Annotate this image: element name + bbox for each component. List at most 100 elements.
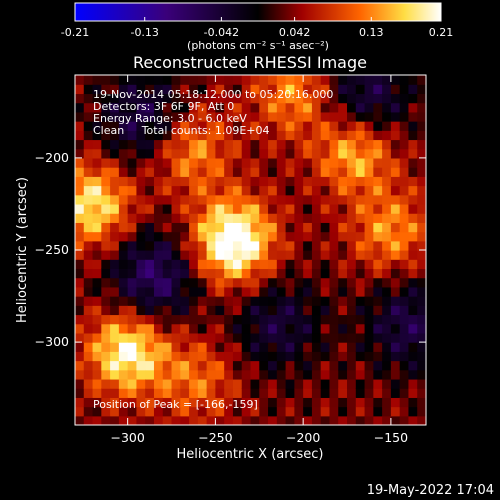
image-pixel <box>285 397 295 408</box>
image-pixel <box>338 176 348 187</box>
image-pixel <box>311 342 322 352</box>
image-pixel <box>136 121 146 131</box>
image-pixel <box>241 277 252 288</box>
image-pixel <box>259 397 269 408</box>
image-pixel <box>329 102 339 113</box>
image-pixel <box>311 121 322 131</box>
image-pixel <box>118 75 129 85</box>
image-pixel <box>347 286 357 297</box>
image-pixel <box>390 342 401 352</box>
image-pixel <box>285 121 295 131</box>
image-pixel <box>338 148 348 159</box>
image-pixel <box>110 268 120 279</box>
image-pixel <box>189 250 199 260</box>
image-pixel <box>180 406 190 417</box>
image-pixel <box>215 351 225 362</box>
image-pixel <box>250 378 260 389</box>
image-pixel <box>171 194 181 205</box>
image-pixel <box>417 84 426 95</box>
image-pixel <box>110 102 120 113</box>
image-pixel <box>83 93 94 104</box>
image-pixel <box>180 139 190 150</box>
image-pixel <box>250 286 260 297</box>
image-pixel <box>83 121 94 131</box>
image-pixel <box>162 139 173 150</box>
image-pixel <box>153 286 164 297</box>
image-pixel <box>294 323 304 334</box>
image-pixel <box>197 194 208 205</box>
image-pixel <box>136 93 146 104</box>
image-pixel <box>390 296 401 306</box>
image-pixel <box>215 84 225 95</box>
image-pixel <box>110 93 120 104</box>
image-pixel <box>347 222 357 233</box>
image-pixel <box>382 139 392 150</box>
image-pixel <box>303 157 313 168</box>
image-pixel <box>250 203 260 214</box>
image-pixel <box>276 176 287 187</box>
image-pixel <box>136 277 146 288</box>
image-pixel <box>276 139 287 150</box>
image-pixel <box>338 397 348 408</box>
image-pixel <box>329 268 339 279</box>
image-pixel <box>101 121 111 131</box>
image-pixel <box>189 314 199 325</box>
image-pixel <box>347 111 357 122</box>
image-pixel <box>250 397 260 408</box>
image-pixel <box>75 250 85 260</box>
image-pixel <box>390 351 401 362</box>
image-pixel <box>189 75 199 85</box>
image-pixel <box>145 75 155 85</box>
image-pixel <box>83 332 94 343</box>
image-pixel <box>215 148 225 159</box>
image-pixel <box>232 148 243 159</box>
image-pixel <box>153 130 164 141</box>
image-pixel <box>399 84 410 95</box>
image-pixel <box>364 203 374 214</box>
image-pixel <box>118 93 129 104</box>
image-pixel <box>224 185 234 196</box>
image-pixel <box>382 305 392 316</box>
image-pixel <box>373 111 383 122</box>
image-pixel <box>118 240 129 251</box>
image-pixel <box>232 111 243 122</box>
colorbar-tick-label: 0.21 <box>429 26 454 39</box>
image-pixel <box>285 130 295 141</box>
image-pixel <box>83 157 94 168</box>
image-pixel <box>171 130 181 141</box>
image-pixel <box>250 332 260 343</box>
image-pixel <box>206 111 216 122</box>
image-pixel <box>215 194 225 205</box>
image-pixel <box>294 93 304 104</box>
image-pixel <box>417 75 426 85</box>
image-pixel <box>241 351 252 362</box>
image-pixel <box>83 250 94 260</box>
image-pixel <box>215 360 225 371</box>
image-pixel <box>180 342 190 352</box>
image-pixel <box>250 157 260 168</box>
image-pixel <box>180 388 190 398</box>
image-pixel <box>390 148 401 159</box>
image-pixel <box>320 121 331 131</box>
image-pixel <box>162 286 173 297</box>
image-pixel <box>171 397 181 408</box>
image-pixel <box>399 231 410 242</box>
image-pixel <box>197 378 208 389</box>
image-pixel <box>399 111 410 122</box>
image-pixel <box>382 157 392 168</box>
image-pixel <box>83 323 94 334</box>
image-pixel <box>268 130 278 141</box>
image-pixel <box>285 84 295 95</box>
image-pixel <box>224 93 234 104</box>
image-pixel <box>276 250 287 260</box>
image-pixel <box>294 231 304 242</box>
image-pixel <box>311 378 322 389</box>
image-pixel <box>75 203 85 214</box>
image-pixel <box>373 250 383 260</box>
image-pixel <box>355 240 366 251</box>
image-pixel <box>382 213 392 223</box>
image-pixel <box>118 213 129 223</box>
image-pixel <box>347 130 357 141</box>
image-pixel <box>311 139 322 150</box>
image-pixel <box>320 250 331 260</box>
